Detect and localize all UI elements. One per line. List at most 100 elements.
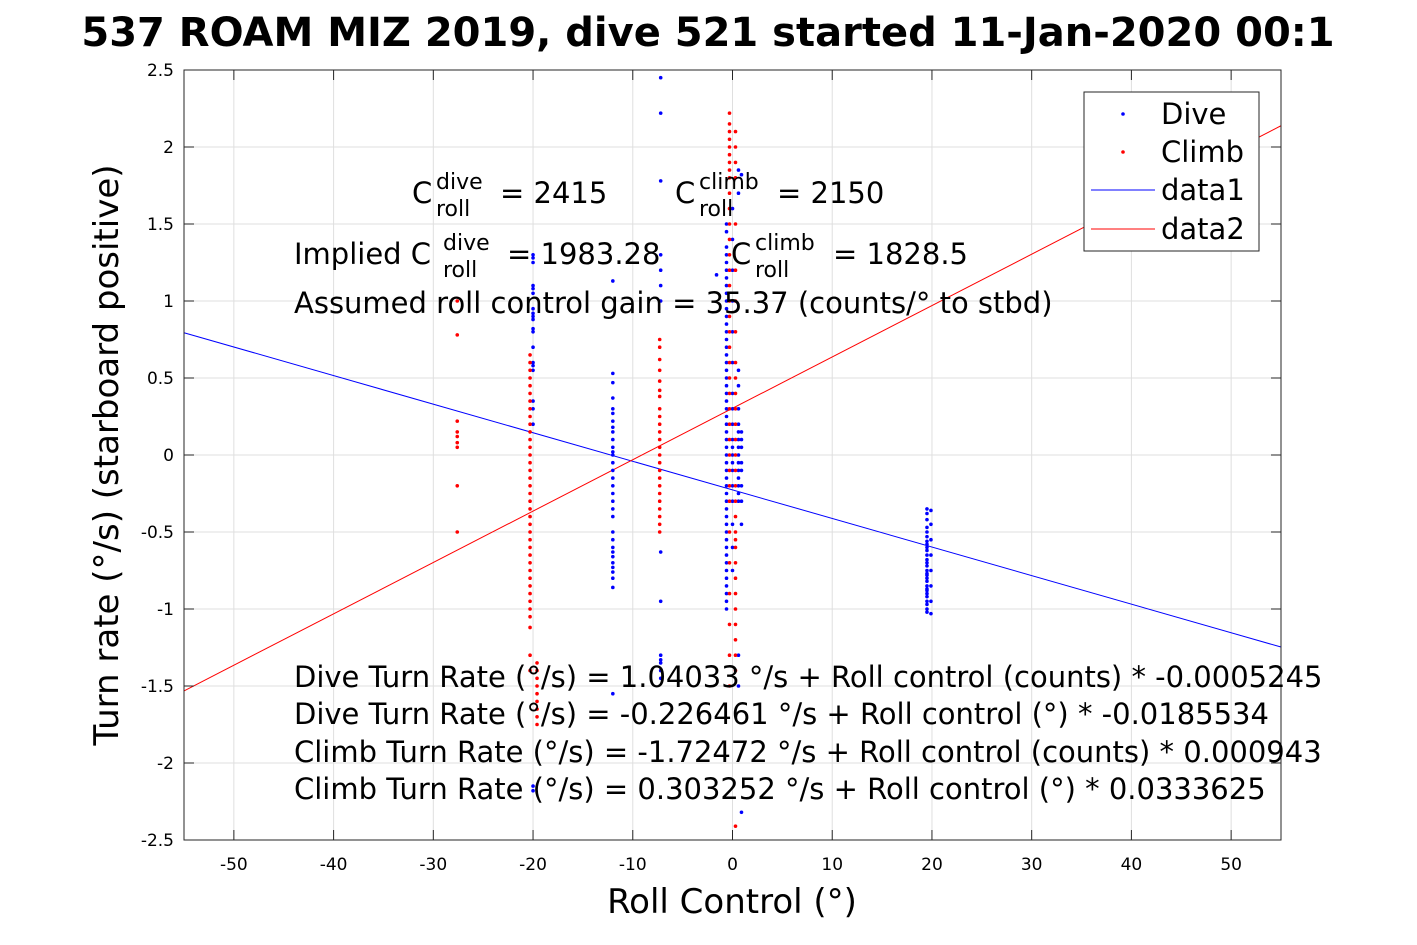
dive-point <box>611 585 615 590</box>
c-roll-dive-base: C <box>412 176 432 210</box>
y-tick-label: 1.5 <box>147 215 174 235</box>
dive-point <box>724 330 729 334</box>
equation-dive-counts: Dive Turn Rate (°/s) = 1.04033 °/s + Rol… <box>294 660 1322 694</box>
dive-point <box>736 460 741 465</box>
c-roll-dive-sub: roll <box>436 197 470 222</box>
dive-point <box>724 591 729 596</box>
dive-point <box>724 314 729 319</box>
climb-point <box>657 514 662 519</box>
climb-point <box>733 299 738 303</box>
dive-point <box>736 168 741 172</box>
dive-point <box>730 407 735 411</box>
dive-point <box>724 599 729 604</box>
climb-point <box>528 353 532 357</box>
dive-point <box>724 414 729 419</box>
dive-point <box>611 476 615 480</box>
dive-point <box>925 548 929 553</box>
dive-point <box>929 522 933 527</box>
dive-point <box>611 411 615 416</box>
dive-point <box>531 256 535 260</box>
dive-point <box>739 460 744 465</box>
climb-point <box>657 476 662 480</box>
gain-annotation: Assumed roll control gain = 35.37 (count… <box>294 286 1053 320</box>
x-tick-label: -10 <box>619 855 647 875</box>
dive-point <box>925 530 929 534</box>
climb-point <box>727 222 732 226</box>
climb-point <box>727 168 732 172</box>
climb-point <box>535 668 539 673</box>
dive-point <box>925 594 929 599</box>
climb-point <box>455 430 460 434</box>
dive-point <box>611 576 615 580</box>
dive-point <box>736 653 741 657</box>
x-tick-label: 0 <box>727 855 738 875</box>
dive-point <box>611 554 615 559</box>
dive-point <box>531 291 535 296</box>
dive-point <box>739 499 744 504</box>
climb-point <box>455 333 460 337</box>
dive-point <box>925 576 929 580</box>
climb-point <box>727 391 732 396</box>
climb-point <box>727 622 732 627</box>
dive-point <box>925 542 929 547</box>
climb-point <box>455 530 460 534</box>
climb-point <box>657 507 662 511</box>
dive-point <box>531 360 535 365</box>
c-roll-dive-sup: dive <box>436 170 483 195</box>
climb-point <box>727 137 732 142</box>
dive-point <box>611 430 615 434</box>
climb-point <box>528 625 532 630</box>
fit-line-data1 <box>183 332 1282 648</box>
climb-point <box>733 545 738 550</box>
y-tick-label: -1.5 <box>141 677 174 697</box>
dive-point <box>658 653 663 657</box>
climb-point <box>657 437 662 442</box>
axis-ticks: -50 -40 -30 -20 -10 0 10 20 30 40 50-2.5-2-1.5-1-0… <box>141 61 1281 875</box>
legend-climb-marker <box>1121 150 1125 154</box>
climb-point <box>455 299 460 303</box>
dive-point <box>925 584 929 588</box>
x-tick-label: -30 <box>419 855 447 875</box>
x-tick-label: 20 <box>921 855 943 875</box>
dive-point <box>724 484 729 488</box>
dive-point <box>736 445 741 450</box>
climb-point <box>535 661 539 665</box>
series-dive <box>531 75 933 815</box>
climb-point <box>733 668 738 673</box>
dive-point <box>531 399 535 403</box>
dive-point <box>730 268 735 273</box>
dive-point <box>611 499 615 504</box>
x-tick-label: -40 <box>320 855 348 875</box>
y-tick-label: -0.5 <box>141 523 174 543</box>
dive-point <box>925 564 929 568</box>
dive-point <box>658 599 663 604</box>
climb-point <box>727 684 732 688</box>
dive-point <box>724 553 729 557</box>
climb-point <box>733 391 738 396</box>
climb-point <box>528 584 532 588</box>
dive-point <box>724 322 729 326</box>
dive-point <box>739 468 744 473</box>
dive-point <box>730 568 735 573</box>
climb-point <box>535 707 539 711</box>
implied-dive-value: = 1983.28 <box>507 237 660 271</box>
dive-point <box>611 550 615 554</box>
dive-point <box>611 419 615 423</box>
data-points <box>455 75 933 828</box>
dive-point <box>724 376 729 380</box>
dive-point <box>730 437 735 442</box>
climb-point <box>535 684 539 688</box>
dive-point <box>730 299 735 303</box>
dive-point <box>531 407 535 411</box>
dive-point <box>724 514 729 519</box>
dive-point <box>724 345 729 350</box>
dive-point <box>531 345 535 350</box>
dive-point <box>658 179 663 183</box>
dive-point <box>925 588 929 593</box>
climb-point <box>727 453 732 457</box>
climb-point <box>528 537 532 542</box>
climb-point <box>733 622 738 627</box>
climb-point <box>528 476 532 480</box>
climb-point <box>528 668 532 673</box>
implied-climb-base: C <box>731 237 751 271</box>
